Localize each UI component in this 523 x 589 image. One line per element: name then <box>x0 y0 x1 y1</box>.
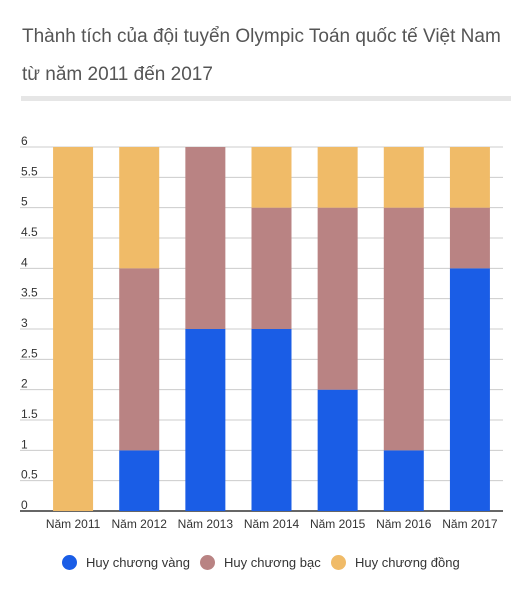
legend-item: Huy chương vàng <box>62 555 190 570</box>
bar-segment-series-2-cat-3 <box>251 147 292 208</box>
legend-swatch <box>200 555 215 570</box>
y-tick-label: 3.5 <box>21 286 38 300</box>
bars <box>53 147 490 511</box>
y-tick-label: 0.5 <box>21 468 38 482</box>
bar-segment-series-2-cat-5 <box>383 147 424 208</box>
y-tick-label: 4 <box>21 255 28 269</box>
bar-segment-series-1-cat-1 <box>119 268 160 451</box>
bar-segment-series-1-cat-5 <box>383 207 424 451</box>
bar-segment-series-0-cat-4 <box>317 389 358 511</box>
x-axis-labels: Năm 2011 Năm 2012 Năm 2013 Năm 2014 Năm 2015… <box>46 517 498 531</box>
x-tick-label: Năm 2016 <box>376 517 432 531</box>
legend-label: Huy chương đồng <box>355 555 460 570</box>
legend: Huy chương vàng Huy chương bạc Huy chương … <box>0 555 523 575</box>
bar-segment-series-0-cat-3 <box>251 329 292 511</box>
y-tick-label: 6 <box>21 134 28 148</box>
x-tick-label: Năm 2014 <box>244 517 300 531</box>
legend-label: Huy chương vàng <box>86 555 190 570</box>
legend-swatch <box>62 555 77 570</box>
x-tick-label: Năm 2011 <box>46 517 101 531</box>
y-tick-label: 5 <box>21 195 28 209</box>
legend-swatch <box>331 555 346 570</box>
x-tick-label: Năm 2013 <box>178 517 234 531</box>
chart-title-line-1: Thành tích của đội tuyển Olympic Toán qu… <box>22 26 501 47</box>
chart-title-line-2: từ năm 2011 đến 2017 <box>22 64 213 85</box>
legend-label: Huy chương bạc <box>224 555 321 570</box>
y-tick-label: 1.5 <box>21 407 38 421</box>
y-tick-label: 1 <box>21 437 28 451</box>
x-tick-label: Năm 2015 <box>310 517 366 531</box>
x-tick-label: Năm 2017 <box>442 517 498 531</box>
legend-item: Huy chương bạc <box>200 555 321 570</box>
bar-segment-series-2-cat-6 <box>449 147 490 208</box>
bar-segment-series-1-cat-2 <box>185 147 226 329</box>
bar-segment-series-2-cat-0 <box>53 147 94 511</box>
bar-segment-series-0-cat-2 <box>185 329 226 511</box>
y-tick-label: 0 <box>21 498 28 512</box>
bar-segment-series-2-cat-4 <box>317 147 358 208</box>
bar-segment-series-1-cat-3 <box>251 207 292 329</box>
bar-segment-series-1-cat-6 <box>449 207 490 269</box>
y-tick-label: 2.5 <box>21 346 38 360</box>
chart-title: Thành tích của đội tuyển Olympic Toán qu… <box>22 18 517 94</box>
y-axis-ticks: 0 0.5 1 1.5 2 2.5 3 3.5 4 4.5 5 5.5 6 <box>21 134 38 512</box>
x-tick-label: Năm 2012 <box>112 517 168 531</box>
bar-segment-series-1-cat-4 <box>317 207 358 390</box>
title-divider <box>21 96 511 101</box>
bar-segment-series-0-cat-5 <box>383 450 424 511</box>
bar-segment-series-0-cat-6 <box>449 268 490 511</box>
legend-item: Huy chương đồng <box>331 555 460 570</box>
y-tick-label: 5.5 <box>21 164 38 178</box>
bar-segment-series-2-cat-1 <box>119 147 160 269</box>
y-tick-label: 4.5 <box>21 225 38 239</box>
y-tick-label: 3 <box>21 316 28 330</box>
y-tick-label: 2 <box>21 377 28 391</box>
bar-segment-series-0-cat-1 <box>119 450 160 511</box>
